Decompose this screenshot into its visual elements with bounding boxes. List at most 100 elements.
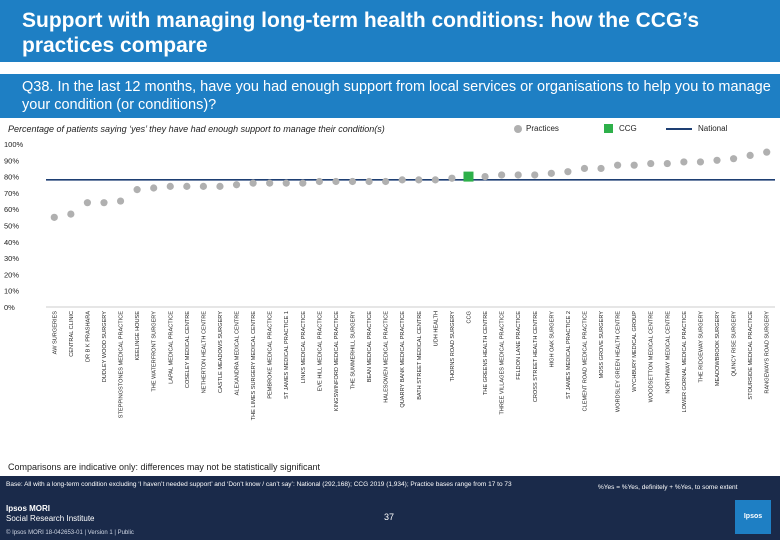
practice-point	[183, 182, 191, 190]
base-note: Base: All with a long-term condition exc…	[6, 481, 512, 488]
brand-subtitle: Social Research Institute	[6, 514, 95, 523]
practice-point	[763, 148, 771, 156]
x-category-label: LAPAL MEDICAL PRACTICE	[168, 311, 174, 384]
title-band: Support with managing long-term health c…	[0, 0, 780, 62]
x-category-label: NORTHWAY MEDICAL CENTRE	[665, 311, 671, 394]
x-category-label: NETHERTON HEALTH CENTRE	[201, 311, 207, 394]
x-category-label: DR B K PRASHARA	[85, 311, 91, 362]
x-category-label: MEADOWBROOK SURGERY	[715, 311, 721, 386]
x-category-label: HALESOWEN MEDICAL PRACTICE	[384, 311, 390, 403]
y-tick-label: 70%	[4, 189, 19, 198]
practice-point	[614, 161, 622, 169]
practice-point	[216, 182, 224, 190]
x-category-label: UDH HEALTH	[433, 311, 439, 346]
x-category-label: KINGSWINFORD MEDICAL PRACTICE	[334, 311, 340, 411]
x-category-label: CASTLE MEADOWS SURGERY	[218, 311, 224, 393]
x-category-label: THORNS ROAD SURGERY	[450, 311, 456, 382]
practice-point	[50, 213, 58, 221]
practice-point	[729, 155, 738, 163]
x-category-label: CENTRAL CLINIC	[69, 311, 75, 357]
practice-point	[266, 179, 274, 187]
practice-point	[696, 158, 705, 166]
practice-point	[647, 159, 655, 168]
practice-point	[597, 164, 605, 173]
x-category-label: DUDLEY WOOD SURGERY	[102, 311, 108, 383]
x-category-label: FELDON LANE PRACTICE	[516, 311, 522, 380]
ipsos-logo: Ipsos	[735, 500, 771, 534]
x-category-label: COSELEY MEDICAL CENTRE	[185, 311, 191, 388]
practice-point	[398, 176, 406, 184]
page-number: 37	[384, 512, 395, 522]
chart-subtitle: Percentage of patients saying ‘yes’ they…	[8, 124, 385, 134]
y-tick-label: 40%	[4, 238, 19, 247]
x-category-label: ALEXANDRA MEDICAL CENTRE	[235, 311, 241, 396]
legend-ccg-label: CCG	[619, 124, 637, 133]
practice-point	[315, 177, 323, 186]
x-category-label: WORDSLEY GREEN HEALTH CENTRE	[616, 311, 622, 412]
x-category-label: STOURSIDE MEDICAL PRACTICE	[748, 311, 754, 400]
practice-point	[580, 164, 589, 173]
practice-point	[83, 199, 92, 207]
practice-point	[713, 156, 721, 164]
x-category-label: LINKS MEDICAL PRACTICE	[301, 311, 307, 383]
practice-point	[166, 182, 174, 190]
practice-point	[365, 177, 373, 186]
key-note: %Yes = %Yes, definitely + %Yes, to some …	[598, 484, 738, 491]
x-category-label: STEPPINGSTONES MEDICAL PRACTICE	[119, 311, 125, 419]
practice-point	[564, 168, 572, 176]
practice-marker-icon	[514, 124, 522, 133]
ccg-point	[463, 171, 474, 182]
practice-point	[116, 197, 125, 205]
x-category-label: THREE VILLAGES MEDICAL PRACTICE	[500, 311, 506, 415]
legend-national: National	[666, 124, 727, 133]
practice-point	[415, 176, 423, 184]
y-tick-label: 10%	[4, 287, 19, 296]
y-tick-label: 80%	[4, 173, 19, 182]
y-tick-label: 100%	[4, 140, 24, 149]
x-category-label: ST JAMES MEDICAL PRACTICE 2	[566, 311, 572, 399]
y-tick-label: 30%	[4, 254, 19, 263]
practice-point	[100, 199, 108, 207]
question-text: Q38. In the last 12 months, have you had…	[22, 79, 771, 113]
national-line-icon	[666, 127, 692, 130]
practice-point	[332, 177, 340, 186]
practice-point	[382, 177, 390, 186]
x-category-label: BEAN MEDICAL PRACTICE	[367, 311, 373, 383]
x-category-label: THE RIDGEWAY SURGERY	[698, 311, 704, 383]
legend-practices-label: Practices	[526, 124, 559, 133]
x-category-label: CLEMENT ROAD MEDICAL PRACTICE	[582, 311, 588, 412]
practice-point	[448, 174, 456, 182]
practice-point	[299, 179, 307, 187]
x-category-label: THE LIMES SURGERY MEDICAL CENTRE	[251, 311, 257, 421]
x-category-label: MOSS GROVE SURGERY	[599, 311, 605, 379]
x-category-label: WYCHBURY MEDICAL GROUP	[632, 311, 638, 392]
practice-point	[232, 181, 241, 189]
practice-point	[630, 161, 638, 169]
practice-point	[746, 151, 754, 160]
page-title: Support with managing long-term health c…	[22, 9, 700, 57]
practice-point	[431, 176, 439, 184]
y-tick-label: 20%	[4, 270, 19, 279]
y-tick-label: 90%	[4, 156, 19, 165]
x-category-label: CROSS STREET HEALTH CENTRE	[533, 311, 539, 402]
footer: Base: All with a long-term condition exc…	[0, 476, 780, 540]
x-category-label: AW SURGERIES	[52, 311, 58, 355]
x-category-label: HIGH OAK SURGERY	[549, 311, 555, 368]
practice-point	[67, 210, 75, 218]
practice-point	[150, 184, 158, 192]
x-category-label: KEELINGE HOUSE	[135, 311, 141, 361]
practice-point	[680, 158, 688, 166]
practice-point	[547, 169, 555, 177]
practice-point	[663, 159, 671, 168]
x-category-label: CCG	[466, 311, 472, 323]
x-category-label: ST JAMES MEDICAL PRACTICE 1	[284, 311, 290, 399]
x-category-label: THE SUMMERHILL SURGERY	[351, 311, 357, 390]
brand: Ipsos MORI Social Research Institute	[6, 504, 95, 524]
copyright: © Ipsos MORI 18-042653-01 | Version 1 | …	[6, 530, 134, 536]
y-tick-label: 60%	[4, 205, 19, 214]
x-category-label: WOODSETTON MEDICAL CENTRE	[649, 311, 655, 403]
x-category-label: THE GREENS HEALTH CENTRE	[483, 311, 489, 395]
practice-point	[514, 171, 522, 179]
x-category-label: BATH STREET MEDICAL CENTRE	[417, 311, 423, 400]
comparison-note: Comparisons are indicative only: differe…	[8, 462, 320, 472]
